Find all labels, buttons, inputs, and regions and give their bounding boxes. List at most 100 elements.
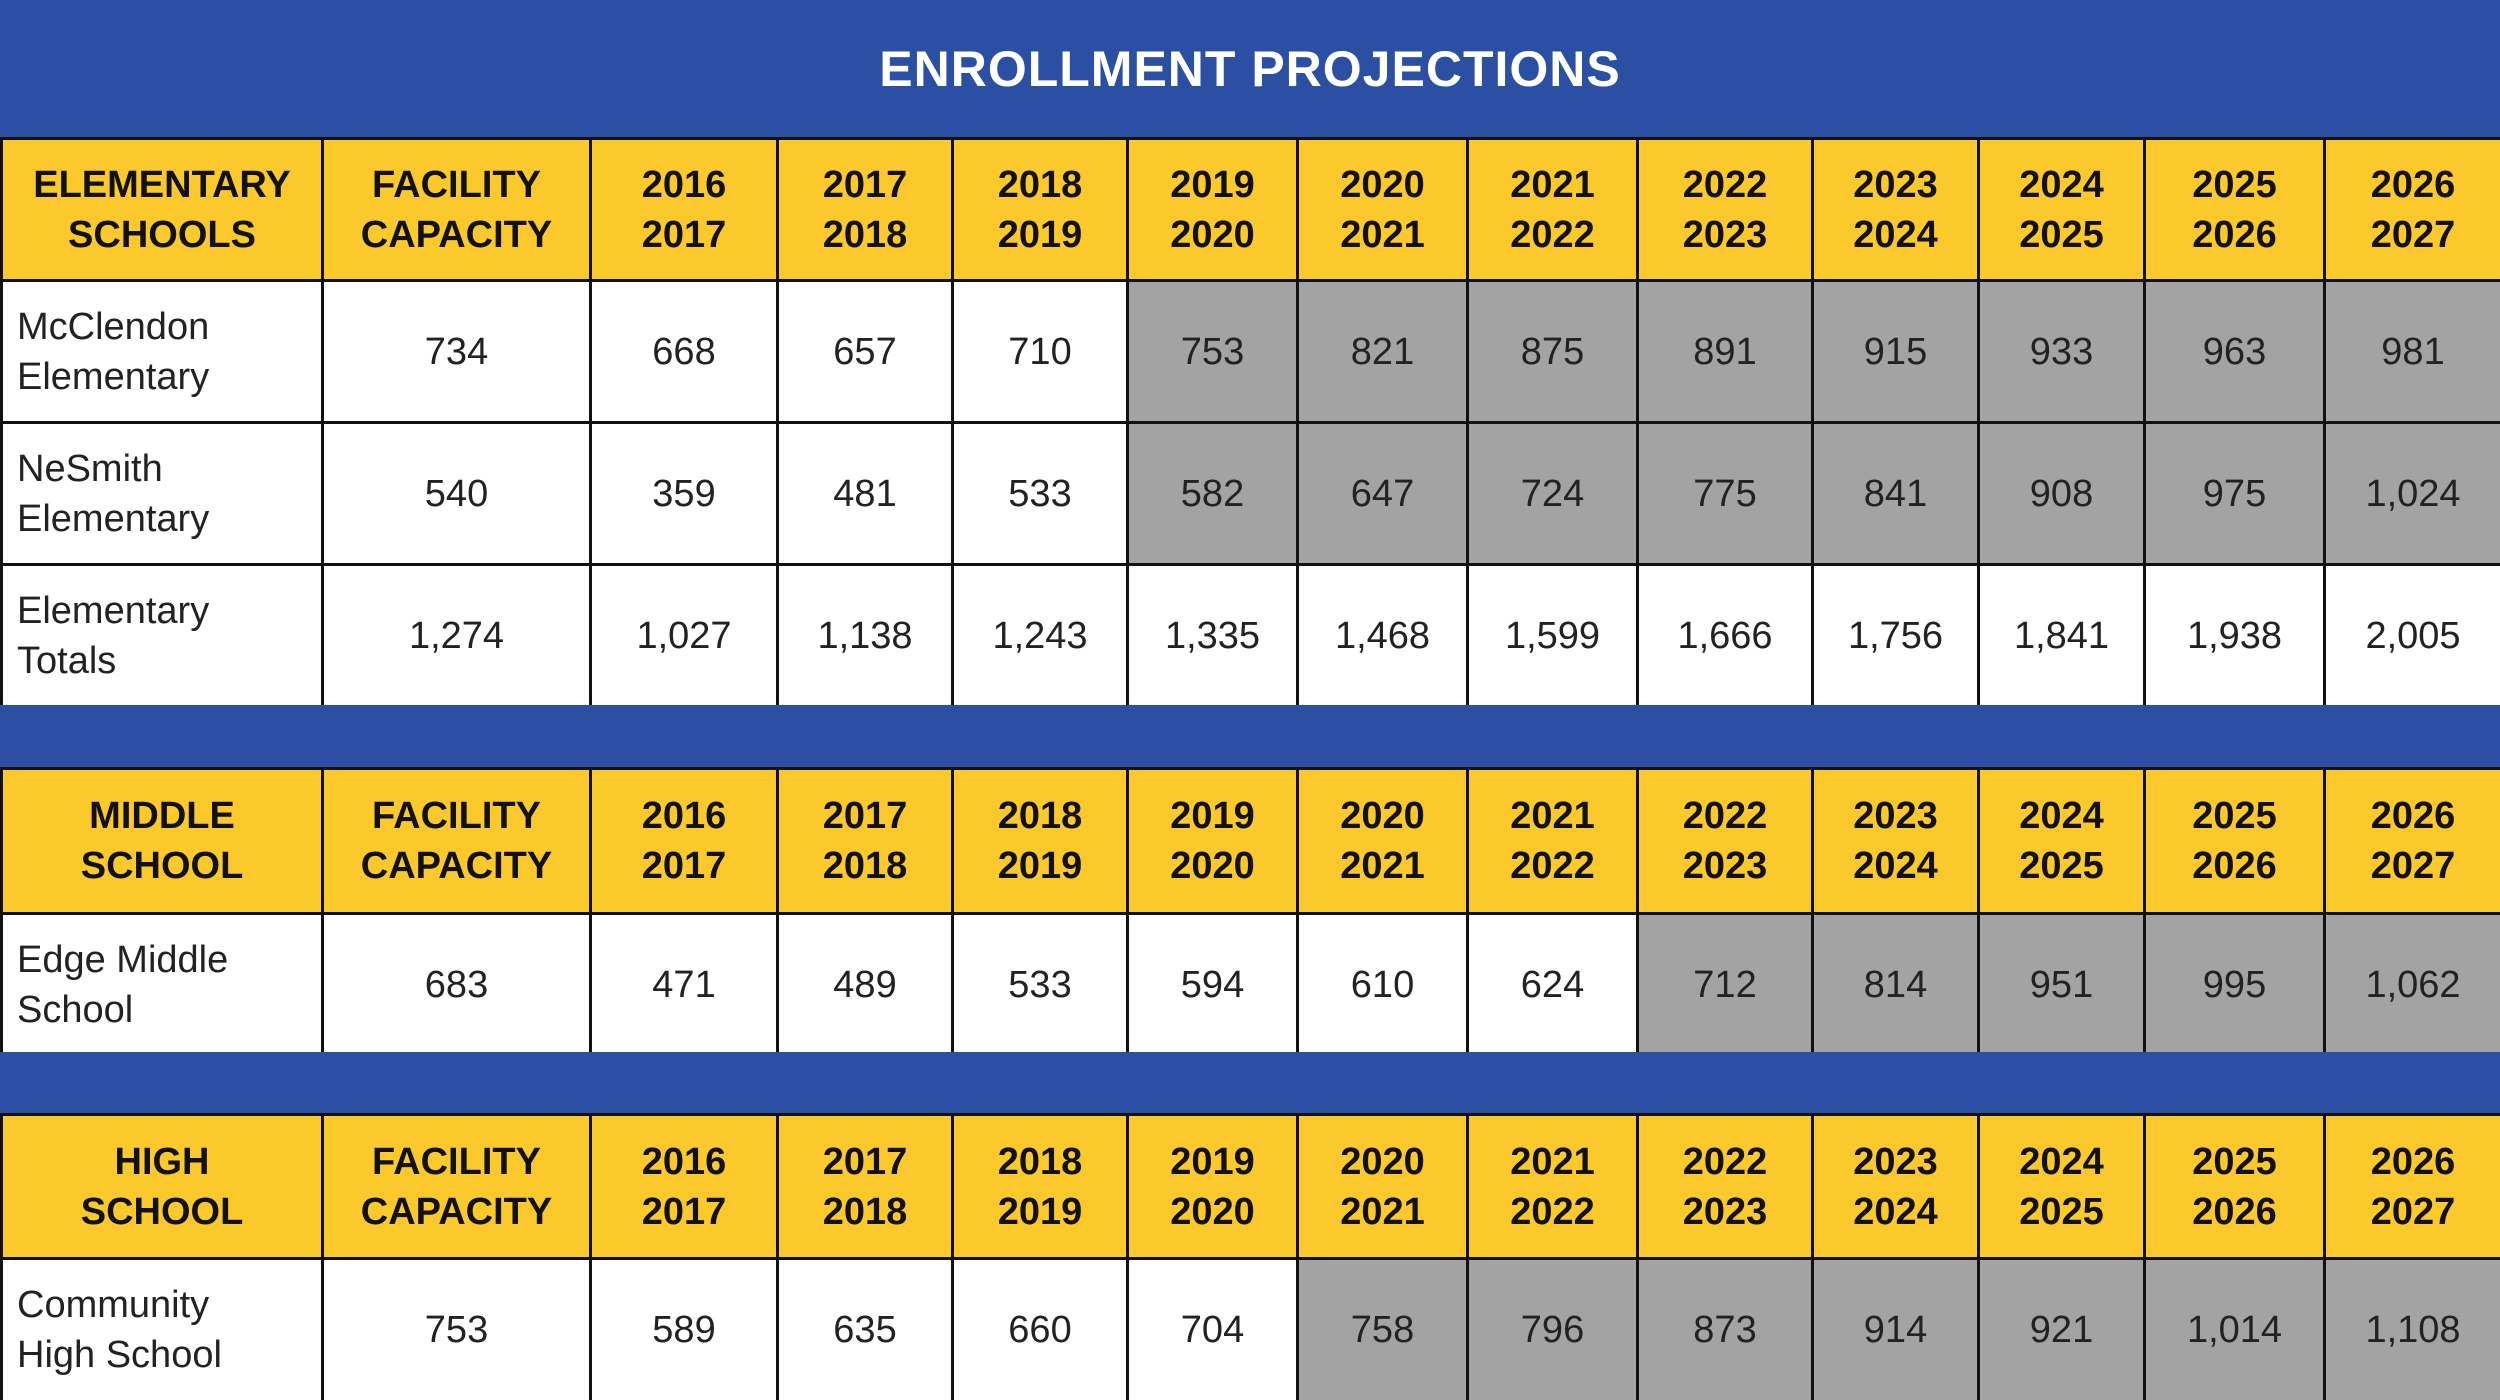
text-line: 2024 bbox=[2019, 795, 2104, 837]
section-heading: HIGH SCHOOL bbox=[0, 1113, 324, 1260]
column-header: 2023 2024 bbox=[1811, 137, 1980, 282]
text-line: 2025 bbox=[2192, 1140, 2277, 1183]
text-line: 2018 bbox=[822, 845, 908, 887]
text-line: 2016 bbox=[641, 795, 727, 837]
text-line: 2022 bbox=[1510, 213, 1595, 256]
projected-value-cell: 724 bbox=[1466, 421, 1639, 566]
text-line: 2027 bbox=[2370, 1190, 2456, 1233]
text-line: Totals bbox=[17, 639, 117, 682]
text-line: 2021 bbox=[1340, 213, 1425, 256]
column-header: 2024 2025 bbox=[1977, 1113, 2146, 1260]
value-cell: 710 bbox=[951, 279, 1129, 424]
column-header: 2017 2018 bbox=[776, 137, 954, 282]
table-row: Elementary Totals 1,274 1,027 1,138 1,243 1,33… bbox=[0, 563, 2500, 708]
text-line: 2024 bbox=[1853, 1190, 1938, 1233]
text-line: FACILITY bbox=[372, 163, 541, 206]
text-line: 2017 bbox=[641, 213, 727, 256]
projected-value-cell: 712 bbox=[1636, 912, 1814, 1058]
value-cell: 533 bbox=[951, 421, 1129, 566]
projected-value-cell: 875 bbox=[1466, 279, 1639, 424]
projected-value-cell: 933 bbox=[1977, 279, 2146, 424]
value-cell: 540 bbox=[321, 421, 592, 566]
column-header: 2025 2026 bbox=[2143, 1113, 2326, 1260]
projected-value-cell: 796 bbox=[1466, 1257, 1639, 1400]
value-cell: 2,005 bbox=[2323, 563, 2500, 708]
text-line: 2022 bbox=[1510, 845, 1595, 887]
column-header: 2021 2022 bbox=[1466, 1113, 1639, 1260]
column-header: 2023 2024 bbox=[1811, 767, 1980, 915]
value-cell: 704 bbox=[1126, 1257, 1299, 1400]
projected-value-cell: 963 bbox=[2143, 279, 2326, 424]
text-line: 2018 bbox=[997, 795, 1083, 837]
text-line: CAPACITY bbox=[360, 845, 553, 887]
text-line: Elementary bbox=[17, 497, 210, 540]
value-cell: 1,841 bbox=[1977, 563, 2146, 708]
column-header: 2019 2020 bbox=[1126, 137, 1299, 282]
projected-value-cell: 981 bbox=[2323, 279, 2500, 424]
text-line: 2023 bbox=[1682, 845, 1768, 887]
value-cell: 624 bbox=[1466, 912, 1639, 1058]
header-row: HIGH SCHOOL FACILITY CAPACITY 2016 2017 2017 20… bbox=[0, 1113, 2500, 1260]
column-header: FACILITY CAPACITY bbox=[321, 137, 592, 282]
text-line: High School bbox=[17, 1334, 222, 1376]
header-row: MIDDLE SCHOOL FACILITY CAPACITY 2016 2017 2017… bbox=[0, 767, 2500, 915]
text-line: 2026 bbox=[2192, 1190, 2277, 1233]
section-divider bbox=[0, 1052, 2500, 1113]
section-heading: MIDDLE SCHOOL bbox=[0, 767, 324, 915]
text-line: 2018 bbox=[997, 163, 1083, 206]
text-line: 2019 bbox=[997, 845, 1083, 887]
projected-value-cell: 921 bbox=[1977, 1257, 2146, 1400]
text-line: 2024 bbox=[1853, 845, 1938, 887]
column-header: 2019 2020 bbox=[1126, 767, 1299, 915]
column-header: 2018 2019 bbox=[951, 767, 1129, 915]
value-cell: 533 bbox=[951, 912, 1129, 1058]
text-line: 2020 bbox=[1170, 845, 1255, 887]
projected-value-cell: 914 bbox=[1811, 1257, 1980, 1400]
text-line: 2021 bbox=[1510, 795, 1595, 837]
column-header: 2026 2027 bbox=[2323, 1113, 2500, 1260]
value-cell: 471 bbox=[589, 912, 779, 1058]
text-line: 2021 bbox=[1340, 845, 1425, 887]
text-line: 2023 bbox=[1853, 163, 1938, 206]
text-line: 2022 bbox=[1682, 1140, 1768, 1183]
text-line: 2023 bbox=[1853, 795, 1938, 837]
text-line: 2026 bbox=[2370, 163, 2456, 206]
table-row: NeSmith Elementary 540 359 481 533 582 647 724 77… bbox=[0, 421, 2500, 566]
column-header: 2017 2018 bbox=[776, 767, 954, 915]
projected-value-cell: 758 bbox=[1296, 1257, 1469, 1400]
text-line: 2023 bbox=[1853, 1140, 1938, 1183]
text-line: 2016 bbox=[641, 1140, 727, 1183]
projected-value-cell: 891 bbox=[1636, 279, 1814, 424]
text-line: ELEMENTARY bbox=[33, 163, 291, 206]
column-header: 2026 2027 bbox=[2323, 137, 2500, 282]
projected-value-cell: 753 bbox=[1126, 279, 1299, 424]
projected-value-cell: 873 bbox=[1636, 1257, 1814, 1400]
column-header: 2016 2017 bbox=[589, 137, 779, 282]
column-header: 2026 2027 bbox=[2323, 767, 2500, 915]
column-header: FACILITY CAPACITY bbox=[321, 1113, 592, 1260]
value-cell: 489 bbox=[776, 912, 954, 1058]
section-heading: ELEMENTARY SCHOOLS bbox=[0, 137, 324, 282]
column-header: 2024 2025 bbox=[1977, 767, 2146, 915]
column-header: 2016 2017 bbox=[589, 767, 779, 915]
column-header: 2021 2022 bbox=[1466, 767, 1639, 915]
text-line: 2017 bbox=[641, 845, 727, 887]
projected-value-cell: 821 bbox=[1296, 279, 1469, 424]
projected-value-cell: 775 bbox=[1636, 421, 1814, 566]
value-cell: 1,599 bbox=[1466, 563, 1639, 708]
text-line: 2018 bbox=[822, 213, 908, 256]
text-line: 2019 bbox=[997, 213, 1083, 256]
text-line: 2017 bbox=[641, 1190, 727, 1233]
value-cell: 1,468 bbox=[1296, 563, 1469, 708]
column-header: 2022 2023 bbox=[1636, 137, 1814, 282]
school-name: McClendon Elementary bbox=[0, 279, 324, 424]
page-title: ENROLLMENT PROJECTIONS bbox=[0, 0, 2500, 138]
text-line: SCHOOLS bbox=[68, 213, 256, 256]
text-line: 2023 bbox=[1682, 1190, 1768, 1233]
value-cell: 668 bbox=[589, 279, 779, 424]
value-cell: 1,274 bbox=[321, 563, 592, 708]
value-cell: 594 bbox=[1126, 912, 1299, 1058]
value-cell: 635 bbox=[776, 1257, 954, 1400]
column-header: 2020 2021 bbox=[1296, 1113, 1469, 1260]
text-line: 2025 bbox=[2019, 213, 2104, 256]
